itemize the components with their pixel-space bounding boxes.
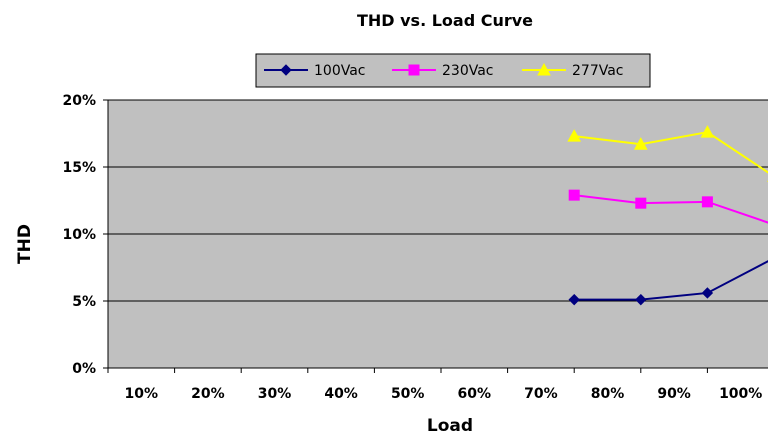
- point-230Vac: [568, 189, 580, 201]
- x-tick-label: 90%: [657, 386, 691, 402]
- point-277Vac: [633, 137, 648, 150]
- x-tick-label: 40%: [324, 386, 358, 402]
- x-tick-label: 50%: [391, 386, 425, 402]
- gridlines: [108, 99, 768, 302]
- x-tick-label: 30%: [258, 386, 292, 402]
- point-legend-100Vac: [280, 64, 292, 76]
- point-legend-277Vac: [537, 62, 551, 76]
- legend-label: 277Vac: [572, 63, 624, 79]
- series-line: [574, 260, 768, 301]
- legend-item: 100Vac: [264, 63, 366, 79]
- legend-label: 230Vac: [442, 63, 494, 79]
- point-legend-230Vac: [408, 64, 420, 76]
- y-tick-label: 15%: [62, 160, 96, 176]
- series-230Vac: [568, 189, 768, 224]
- y-tick-label: 10%: [62, 227, 96, 243]
- y-tick-label: 20%: [62, 93, 96, 109]
- series-layer: [567, 125, 768, 306]
- y-tick-label: 0%: [72, 361, 96, 377]
- legend-item: 277Vac: [522, 62, 624, 79]
- x-tick-label: 100%: [719, 386, 762, 402]
- y-tick-label: 5%: [72, 294, 96, 310]
- series-line: [574, 194, 768, 224]
- x-axis-ticks: 10% 20% 30% 40% 50% 60% 70% 80% 90% 100%: [107, 368, 762, 402]
- series-277Vac: [567, 125, 768, 182]
- point-277Vac: [567, 129, 582, 142]
- point-100Vac: [701, 287, 714, 299]
- y-axis-ticks: 0% 5% 10% 15% 20%: [62, 93, 108, 377]
- legend-label: 100Vac: [314, 63, 366, 79]
- series-100Vac: [568, 260, 768, 306]
- point-277Vac: [700, 125, 715, 138]
- x-tick-label: 80%: [591, 386, 625, 402]
- series-line: [574, 131, 768, 174]
- legend: 100Vac 230Vac 277Vac: [255, 53, 651, 88]
- point-100Vac: [568, 293, 580, 306]
- x-tick-label: 20%: [191, 386, 225, 402]
- x-tick-label: 70%: [524, 386, 558, 402]
- x-axis-label: Load: [427, 416, 473, 436]
- legend-item: 230Vac: [392, 63, 494, 79]
- chart-title: THD vs. Load Curve: [357, 11, 533, 30]
- point-230Vac: [701, 196, 713, 208]
- y-axis-label: THD: [15, 224, 35, 264]
- legend-box: [255, 53, 651, 88]
- point-230Vac: [635, 197, 647, 209]
- x-tick-label: 60%: [458, 386, 492, 402]
- x-tick-label: 10%: [125, 386, 159, 402]
- point-100Vac: [635, 293, 647, 306]
